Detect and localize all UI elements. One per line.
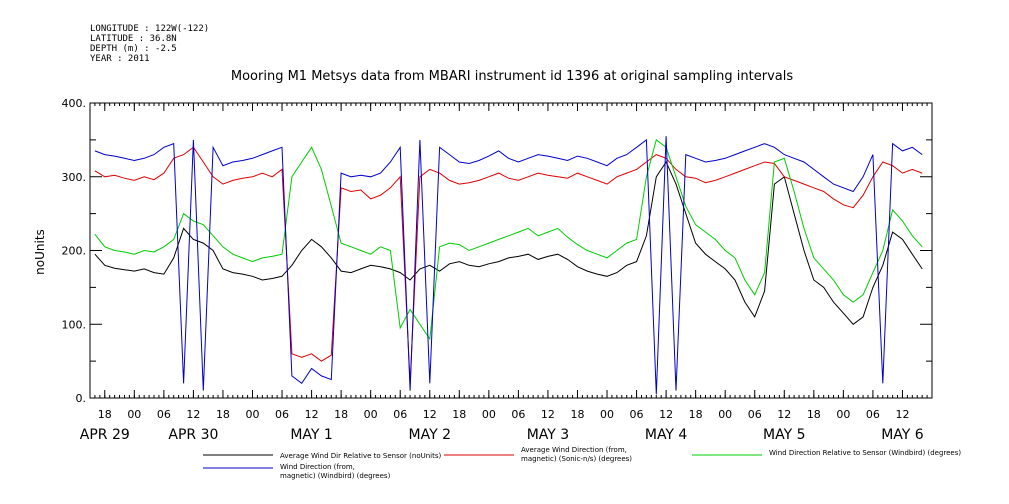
x-hour-label: 18 [807,408,821,421]
legend-label: Wind Direction Relative to Sensor (Windb… [769,449,961,457]
y-axis-label: noUnits [33,229,47,275]
series-line-windbird-relative [94,139,923,341]
x-day-label: MAY 5 [763,427,805,443]
x-hour-label: 06 [511,408,525,421]
legend-label: Average Wind Dir Relative to Sensor (noU… [280,452,441,460]
x-day-label: MAY 1 [290,427,332,443]
chart-title: Mooring M1 Metsys data from MBARI instru… [231,69,793,84]
x-day-label: APR 29 [80,427,130,443]
x-hour-label: 18 [216,408,230,421]
longitude-label: LONGITUDE : 122W(-122) [90,24,209,34]
x-hour-label: 00 [718,408,732,421]
legend-label: Average Wind Direction (from, [521,446,627,454]
y-tick-label: 300. [62,171,87,184]
x-hour-label: 00 [600,408,614,421]
x-hour-label: 06 [866,408,880,421]
series-line-windbird-magnetic [94,136,923,395]
x-hour-label: 06 [393,408,407,421]
y-tick-label: 0. [76,392,87,405]
x-hour-label: 06 [275,408,289,421]
legend-label: magnetic) (Windbird) (degrees) [280,472,391,480]
series-line-sonic [94,146,923,384]
y-tick-label: 200. [62,245,87,258]
legend-label: Wind Direction (from, [280,463,355,471]
x-hour-label: 18 [334,408,348,421]
x-hour-label: 00 [245,408,259,421]
x-hour-label: 06 [748,408,762,421]
y-tick-label: 100. [62,318,87,331]
year-label: YEAR : 2011 [90,54,150,64]
x-day-label: APR 30 [168,427,218,443]
x-hour-label: 12 [777,408,791,421]
x-hour-label: 00 [482,408,496,421]
x-hour-label: 12 [659,408,673,421]
x-hour-label: 12 [423,408,437,421]
x-hour-label: 06 [630,408,644,421]
x-hour-label: 18 [689,408,703,421]
x-day-label: MAY 6 [881,427,924,443]
y-tick-label: 400. [62,97,87,110]
x-hour-label: 00 [364,408,378,421]
x-day-label: MAY 3 [527,427,569,443]
x-hour-label: 12 [541,408,555,421]
x-hour-label: 12 [186,408,200,421]
depth-label: DEPTH (m) : -2.5 [90,44,177,54]
plot-area: 0. 100. 200. 300. 400. 18 00 06 12 18 00 06 12 18 00 06… [62,97,933,443]
x-hour-label: 18 [98,408,112,421]
x-hour-label: 18 [570,408,584,421]
latitude-label: LATITUDE : 36.8N [90,34,177,44]
x-hour-label: 12 [895,408,909,421]
x-hour-label: 12 [305,408,319,421]
x-hour-label: 00 [836,408,850,421]
x-hour-label: 06 [157,408,171,421]
plot-frame [89,102,933,399]
legend: Average Wind Dir Relative to Sensor (noU… [203,446,961,480]
x-day-label: MAY 2 [409,427,451,443]
x-hour-label: 18 [452,408,466,421]
legend-label: magnetic) (Sonic-n/s) (degrees) [521,455,632,463]
x-day-label: MAY 4 [645,427,688,443]
x-hour-label: 00 [127,408,141,421]
